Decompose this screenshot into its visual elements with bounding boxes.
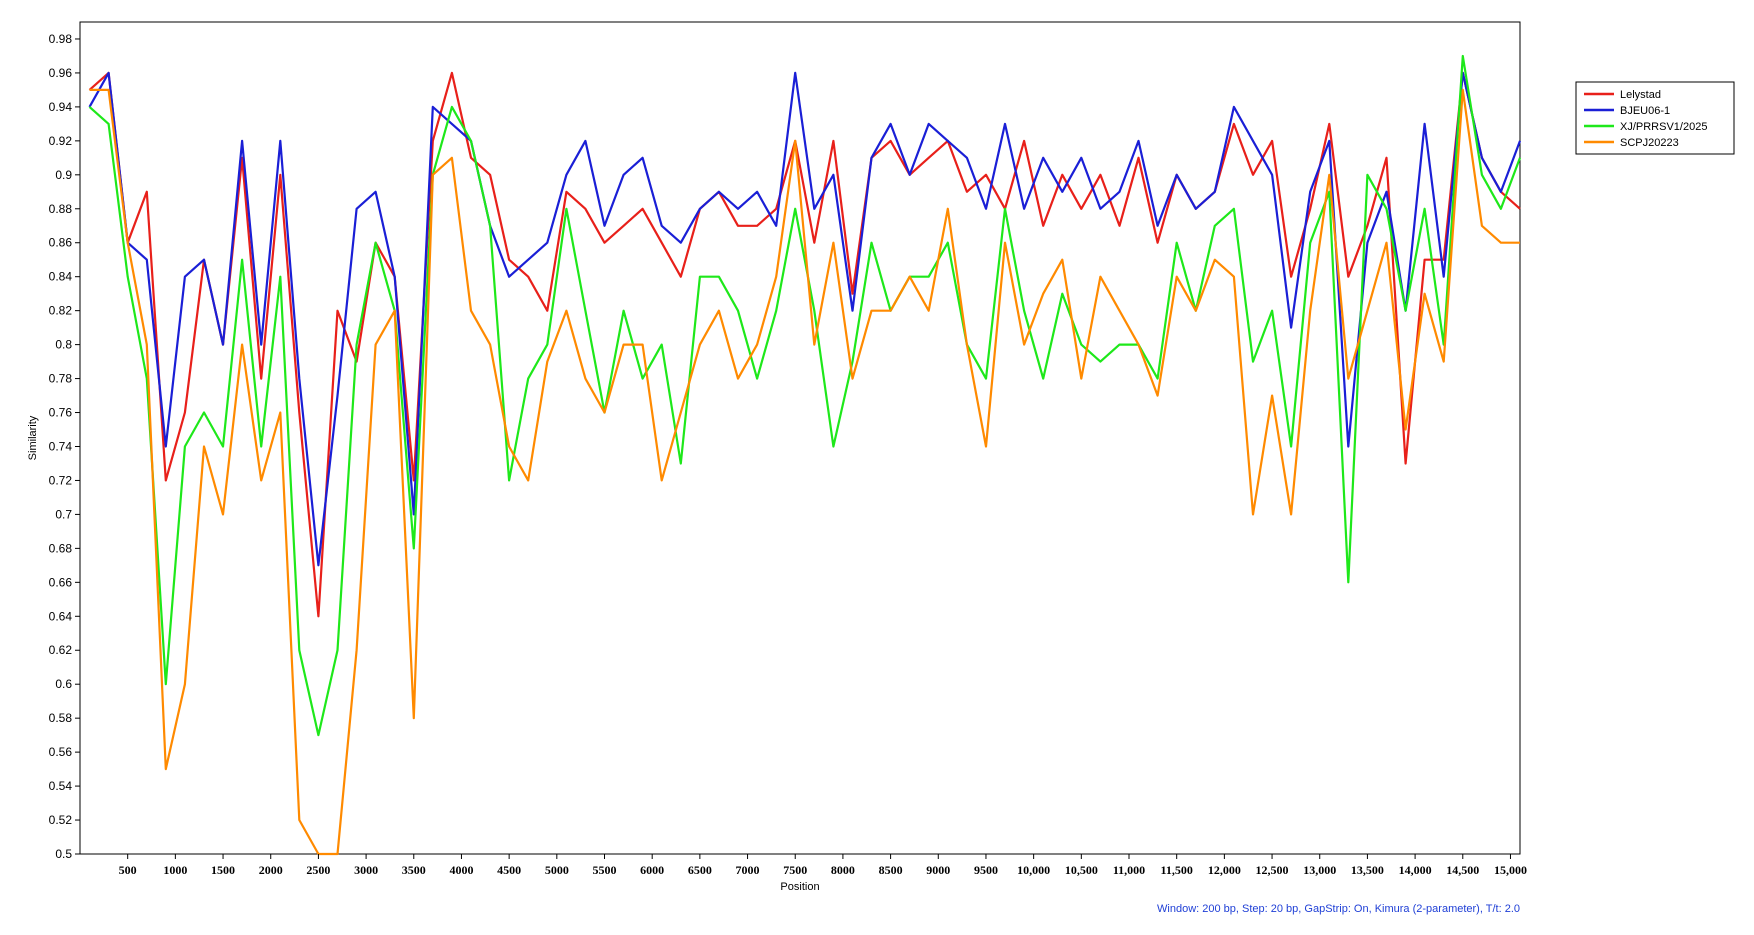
y-tick-label: 0.98 <box>49 32 73 46</box>
x-tick-label: 5000 <box>545 863 569 877</box>
series-line-0 <box>88 71 1521 618</box>
x-tick-label: 13,000 <box>1303 863 1336 877</box>
x-tick-label: 1000 <box>163 863 187 877</box>
x-tick-label: 6000 <box>640 863 664 877</box>
y-tick-label: 0.72 <box>49 473 73 487</box>
series-line-1 <box>88 71 1522 567</box>
y-tick-label: 0.58 <box>49 711 73 725</box>
x-tick-label: 6500 <box>688 863 712 877</box>
x-tick-label: 12,500 <box>1256 863 1289 877</box>
y-tick-label: 0.62 <box>49 643 73 657</box>
y-axis: 0.5 0.52 0.54 0.56 0.58 0.6 0.62 0.64 0.66 0.68 0.… <box>49 32 80 861</box>
series-line-2 <box>88 54 1522 737</box>
y-tick-label: 0.94 <box>49 100 73 114</box>
y-tick-label: 0.68 <box>49 541 73 555</box>
x-tick-label: 2000 <box>259 863 283 877</box>
legend-label: SCPJ20223 <box>1620 137 1679 149</box>
y-tick-label: 0.76 <box>49 406 73 420</box>
x-tick-label: 9500 <box>974 863 998 877</box>
x-tick-label: 8500 <box>879 863 903 877</box>
x-tick-label: 7500 <box>783 863 807 877</box>
series-line-3 <box>89 88 1520 856</box>
x-tick-label: 8000 <box>831 863 855 877</box>
y-tick-label: 0.86 <box>49 236 73 250</box>
x-tick-label: 5500 <box>593 863 617 877</box>
y-tick-label: 0.92 <box>49 134 73 148</box>
x-tick-label: 10,500 <box>1065 863 1098 877</box>
x-axis: 500 1000 1500 2000 2500 3000 3500 4000 4500 5000 5… <box>119 854 1527 877</box>
series-layer <box>88 54 1522 856</box>
y-tick-label: 0.56 <box>49 745 73 759</box>
x-tick-label: 3000 <box>354 863 378 877</box>
y-tick-label: 0.9 <box>55 168 72 182</box>
x-tick-label: 7000 <box>736 863 760 877</box>
x-tick-label: 2500 <box>306 863 330 877</box>
y-tick-label: 0.8 <box>55 338 72 352</box>
y-tick-label: 0.52 <box>49 813 73 827</box>
y-tick-label: 0.54 <box>49 779 73 793</box>
y-tick-label: 0.78 <box>49 372 73 386</box>
y-tick-label: 0.7 <box>55 507 72 521</box>
x-tick-label: 3500 <box>402 863 426 877</box>
x-tick-label: 14,500 <box>1446 863 1479 877</box>
x-tick-label: 4500 <box>497 863 521 877</box>
x-tick-label: 10,000 <box>1017 863 1050 877</box>
y-tick-label: 0.88 <box>49 202 73 216</box>
legend-label: Lelystad <box>1620 89 1661 101</box>
y-tick-label: 0.82 <box>49 304 73 318</box>
x-tick-label: 13,500 <box>1351 863 1384 877</box>
footnote: Window: 200 bp, Step: 20 bp, GapStrip: O… <box>1157 903 1520 915</box>
legend: Lelystad BJEU06-1 XJ/PRRSV1/2025 SCPJ20223 <box>1575 81 1735 155</box>
y-tick-label: 0.66 <box>49 575 73 589</box>
x-tick-label: 14,000 <box>1399 863 1432 877</box>
y-tick-label: 0.64 <box>49 609 73 623</box>
y-axis-title: Similarity <box>27 415 39 460</box>
legend-label: XJ/PRRSV1/2025 <box>1620 121 1707 133</box>
x-axis-title: Position <box>780 881 819 893</box>
y-tick-label: 0.96 <box>49 66 73 80</box>
x-tick-label: 500 <box>119 863 137 877</box>
x-tick-label: 11,000 <box>1113 863 1145 877</box>
x-tick-label: 9000 <box>926 863 950 877</box>
x-tick-label: 12,000 <box>1208 863 1241 877</box>
x-tick-label: 4000 <box>449 863 473 877</box>
y-tick-label: 0.6 <box>55 677 72 691</box>
legend-label: BJEU06-1 <box>1620 105 1670 117</box>
y-tick-label: 0.84 <box>49 270 73 284</box>
x-tick-label: 1500 <box>211 863 235 877</box>
x-tick-label: 11,500 <box>1161 863 1193 877</box>
y-tick-label: 0.5 <box>55 847 72 861</box>
y-tick-label: 0.74 <box>49 439 73 453</box>
x-tick-label: 15,000 <box>1494 863 1527 877</box>
